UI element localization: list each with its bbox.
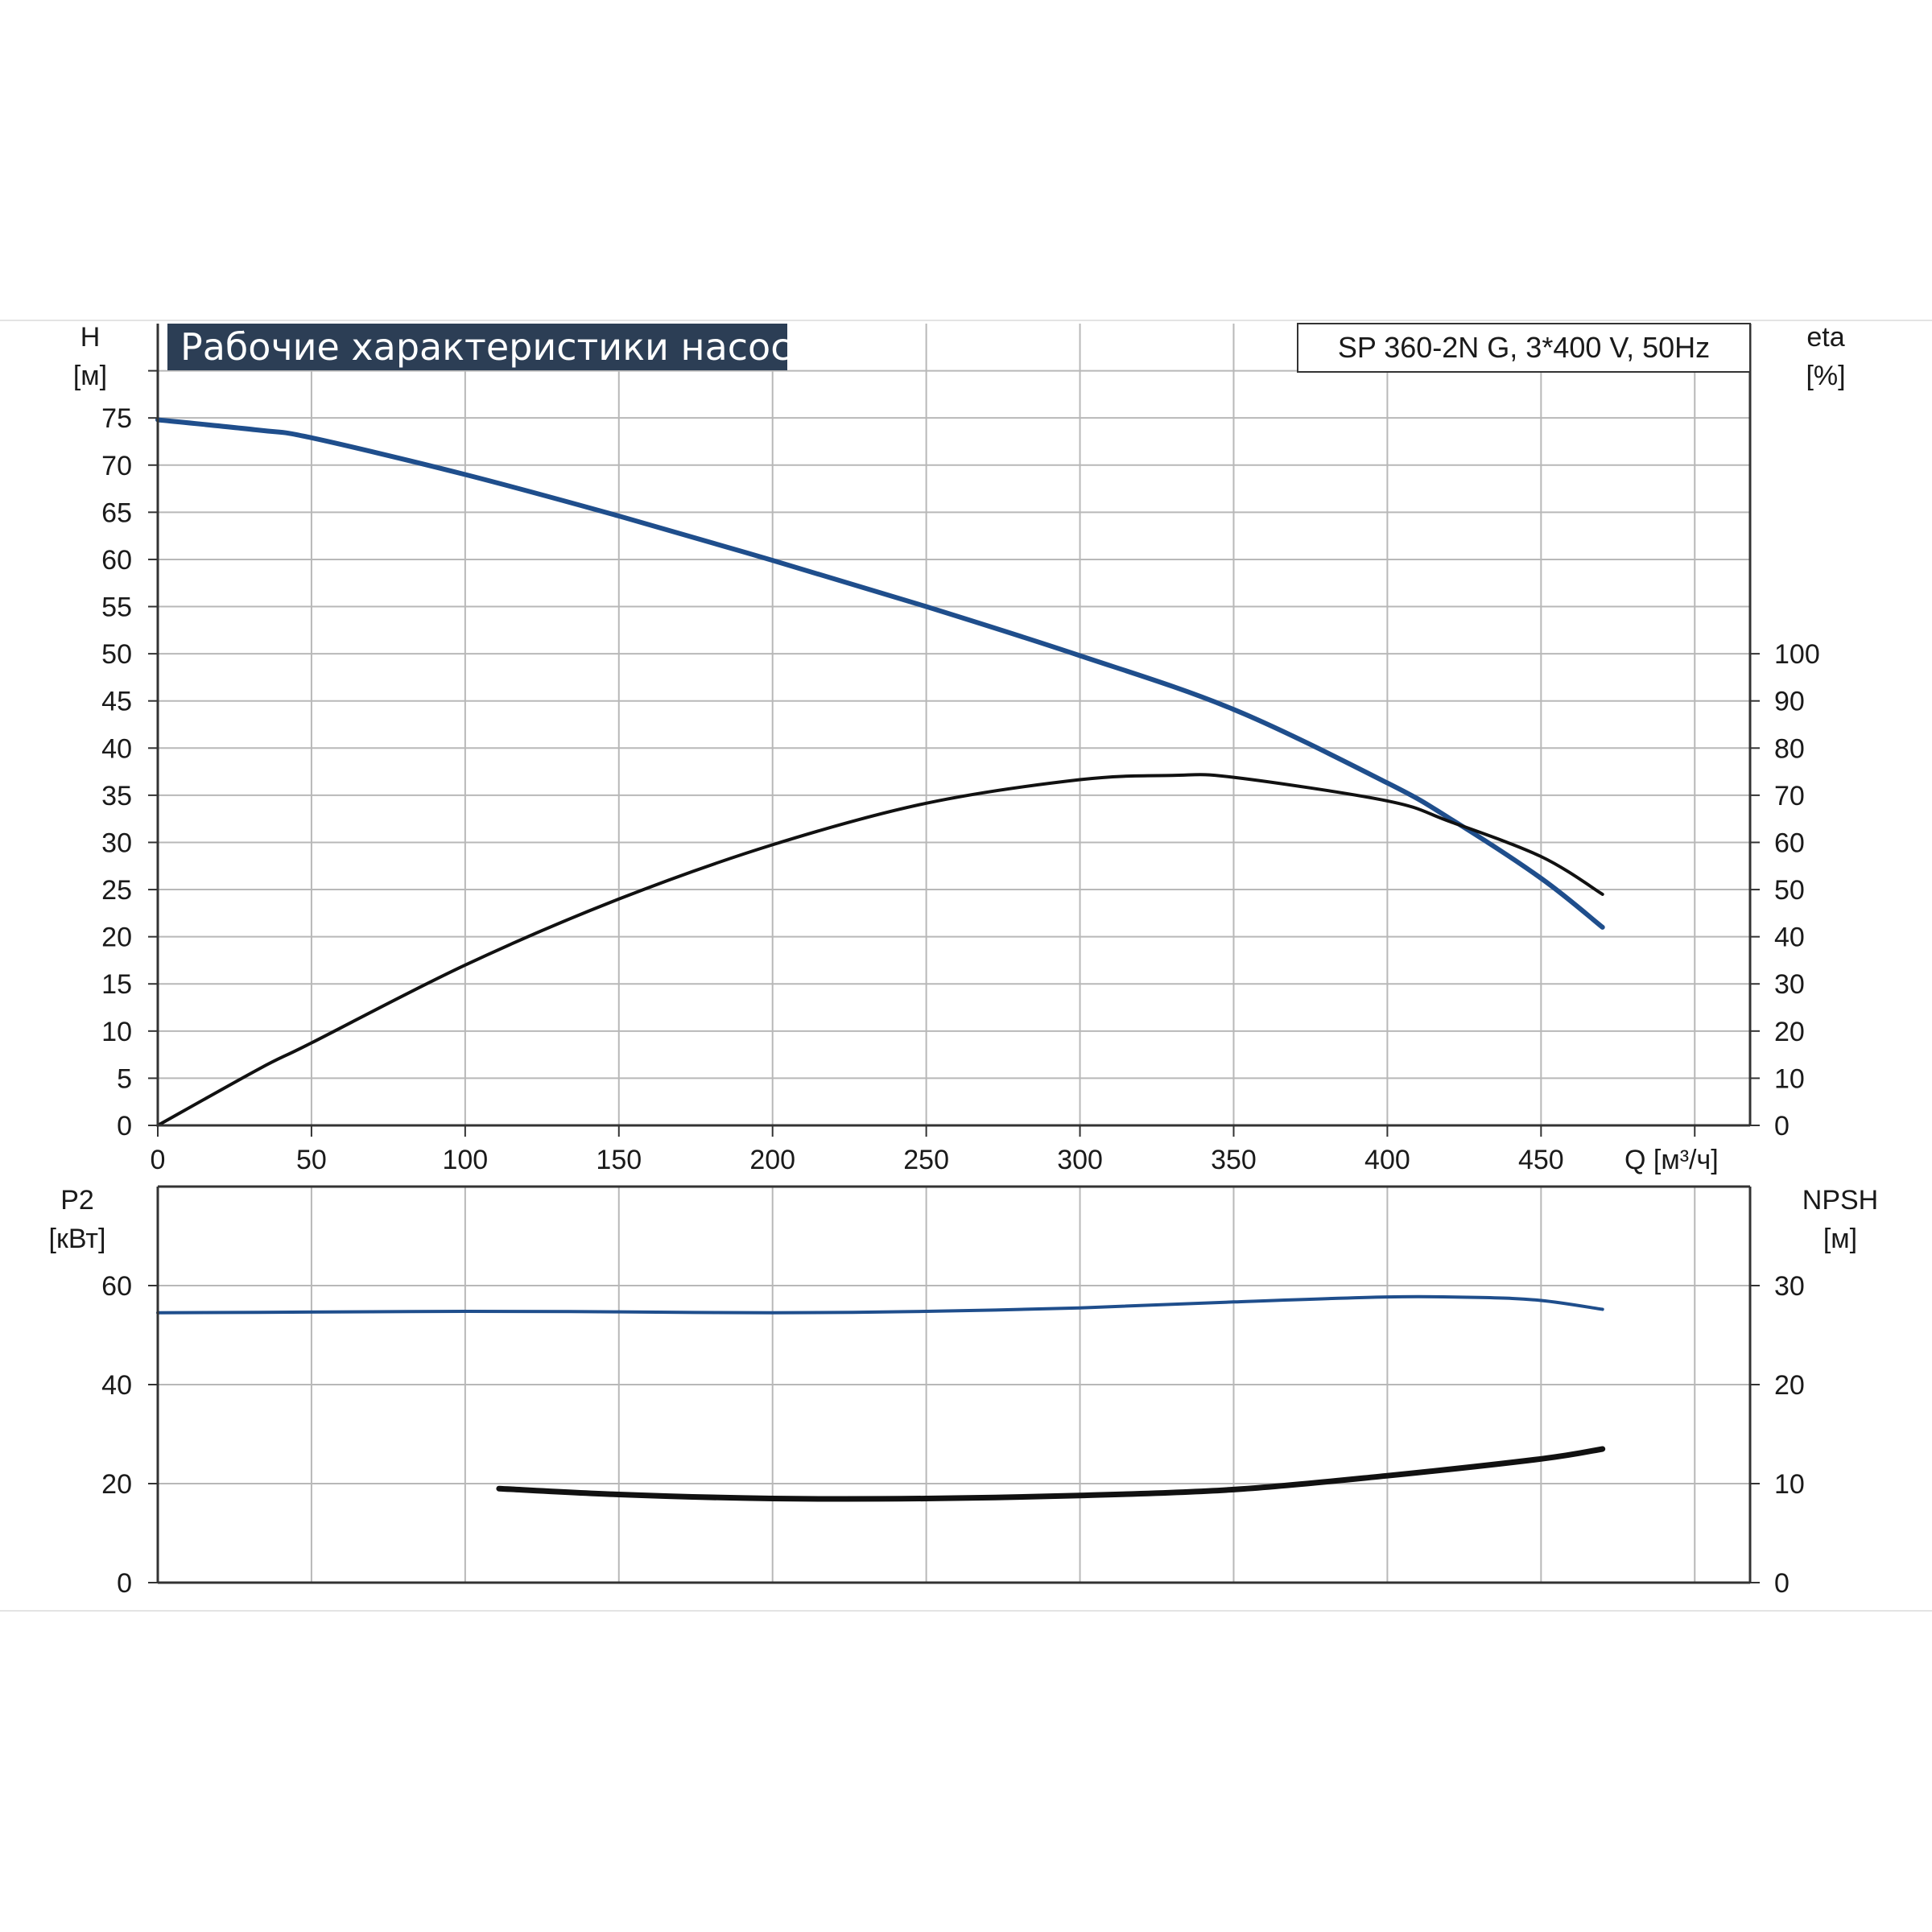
x-tick-label: 350 bbox=[1211, 1145, 1257, 1175]
model-label: SP 360-2N G, 3*400 V, 50Hz bbox=[1338, 331, 1710, 364]
eta-axis-unit: [%] bbox=[1806, 361, 1845, 391]
x-tick-label: 450 bbox=[1518, 1145, 1564, 1175]
h-curve bbox=[155, 417, 1605, 930]
lower-left-tick-label: 20 bbox=[101, 1469, 132, 1500]
lower-curves bbox=[156, 1294, 1606, 1502]
upper-left-tick-label: 70 bbox=[101, 451, 132, 481]
npsh-axis-label: NPSH bbox=[1802, 1185, 1878, 1216]
upper-right-tick-label: 50 bbox=[1774, 875, 1805, 906]
lower-right-tick-label: 0 bbox=[1774, 1568, 1790, 1599]
lower-left-tick-label: 40 bbox=[101, 1370, 132, 1401]
chart-title: Рабочие характеристики насоса bbox=[180, 325, 814, 369]
npsh-axis-unit: [м] bbox=[1823, 1224, 1857, 1254]
lower-right-tick-label: 10 bbox=[1774, 1469, 1805, 1500]
upper-left-tick-label: 50 bbox=[101, 639, 132, 670]
upper-left-tick-label: 25 bbox=[101, 875, 132, 906]
lower-right-tick-label: 30 bbox=[1774, 1271, 1805, 1302]
x-tick-label: 250 bbox=[903, 1145, 949, 1175]
p2-curve bbox=[156, 1294, 1604, 1315]
h-axis-label: H bbox=[80, 322, 101, 353]
upper-right-tick-label: 70 bbox=[1774, 781, 1805, 811]
x-tick-label: 100 bbox=[442, 1145, 488, 1175]
upper-left-tick-label: 5 bbox=[117, 1063, 132, 1094]
upper-right-tick-label: 80 bbox=[1774, 733, 1805, 764]
upper-left-tick-label: 0 bbox=[117, 1111, 132, 1141]
npsh-curve bbox=[496, 1446, 1606, 1502]
title-box bbox=[167, 324, 787, 370]
upper-right-tick-label: 20 bbox=[1774, 1017, 1805, 1047]
upper-right-tick-label: 60 bbox=[1774, 828, 1805, 858]
upper-gridlines bbox=[158, 324, 1750, 1125]
model-box bbox=[1297, 323, 1751, 373]
upper-right-tick-label: 10 bbox=[1774, 1063, 1805, 1094]
x-tick-label: 0 bbox=[151, 1145, 166, 1175]
upper-right-tick-label: 100 bbox=[1774, 639, 1820, 670]
upper-left-tick-label: 30 bbox=[101, 828, 132, 858]
upper-left-tick-label: 75 bbox=[101, 403, 132, 434]
eta-curve bbox=[156, 773, 1604, 1127]
upper-tick-labels: 0 5 10 15 20 25 30 35 40 45 50 55 60 65 70 75 0 10 20 30 40 5… bbox=[101, 403, 1820, 1175]
x-tick-label: 150 bbox=[596, 1145, 642, 1175]
upper-left-tick-label: 20 bbox=[101, 923, 132, 953]
upper-right-tick-label: 90 bbox=[1774, 687, 1805, 717]
upper-left-tick-label: 55 bbox=[101, 592, 132, 623]
lower-left-tick-label: 0 bbox=[117, 1568, 132, 1599]
upper-right-tick-label: 30 bbox=[1774, 969, 1805, 1000]
lower-right-tick-label: 20 bbox=[1774, 1370, 1805, 1401]
q-axis-label: Q [м³/ч] bbox=[1624, 1145, 1719, 1175]
upper-curves bbox=[155, 417, 1605, 1127]
eta-axis-label: eta bbox=[1806, 322, 1844, 353]
p2-axis-unit: [кВт] bbox=[49, 1224, 106, 1254]
upper-left-tick-label: 65 bbox=[101, 497, 132, 528]
upper-left-tick-label: 40 bbox=[101, 733, 132, 764]
lower-tick-labels: 0 20 40 60 0 10 20 30 bbox=[101, 1271, 1805, 1599]
x-tick-label: 200 bbox=[749, 1145, 795, 1175]
upper-left-tick-label: 35 bbox=[101, 781, 132, 811]
x-tick-label: 400 bbox=[1364, 1145, 1410, 1175]
upper-left-tick-label: 15 bbox=[101, 969, 132, 1000]
upper-left-tick-label: 60 bbox=[101, 545, 132, 576]
upper-right-tick-label: 40 bbox=[1774, 923, 1805, 953]
upper-plot-frame bbox=[148, 324, 1760, 1137]
lower-gridlines bbox=[158, 1187, 1750, 1583]
lower-plot-frame bbox=[148, 1185, 1760, 1584]
upper-right-tick-label: 0 bbox=[1774, 1111, 1790, 1141]
upper-left-tick-label: 10 bbox=[101, 1017, 132, 1047]
h-axis-unit: [м] bbox=[73, 361, 107, 391]
p2-axis-label: P2 bbox=[60, 1185, 94, 1216]
x-tick-label: 300 bbox=[1057, 1145, 1103, 1175]
upper-left-tick-label: 45 bbox=[101, 687, 132, 717]
x-tick-label: 50 bbox=[296, 1145, 327, 1175]
lower-left-tick-label: 60 bbox=[101, 1271, 132, 1302]
